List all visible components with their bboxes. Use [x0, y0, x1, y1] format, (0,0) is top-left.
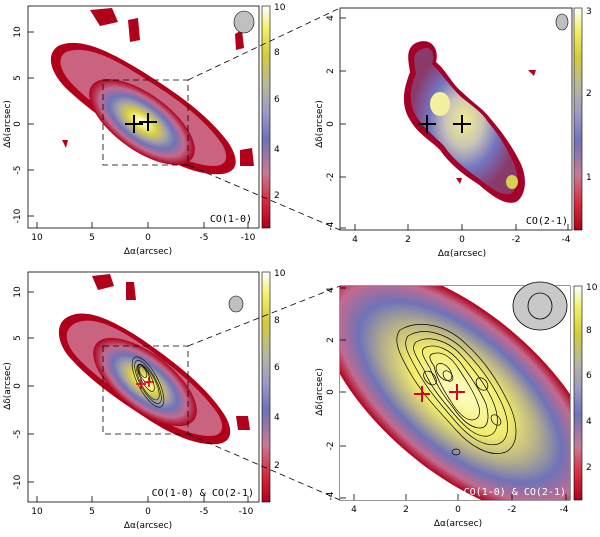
combined-zoom-xtick-2: 2 — [403, 505, 409, 515]
combined-wide-ylabel: Δδ(arcsec) — [3, 362, 13, 410]
combined-zoom-xtick-5: -4 — [560, 505, 569, 515]
co21-cbar-3: 1 — [586, 173, 592, 183]
co10-xtick-5: -10 — [241, 233, 256, 243]
combined-wide-ytick-3: 0 — [13, 383, 23, 389]
combined-wide-cbar-4: 4 — [274, 413, 280, 423]
combined-wide-xtick-2: 5 — [89, 507, 95, 517]
combined-wide-xtick-5: -10 — [239, 507, 254, 517]
co10-ylabel: Δδ(arcsec) — [3, 100, 13, 148]
combined-wide-cbar-2: 8 — [274, 316, 280, 326]
combined-zoom-cbar-2: 8 — [586, 326, 592, 336]
panel-co21: 4 2 0 -2 -4 4 2 0 -2 -4 Δα(arcsec) Δδ(ar… — [315, 7, 592, 259]
combined-zoom-ticks — [340, 287, 567, 500]
co10-cbar-1: 10 — [274, 3, 286, 13]
co10-label: CO(1-0) — [210, 214, 252, 225]
combined-wide-cbar-5: 2 — [274, 461, 280, 471]
combined-zoom-ytick-5: -4 — [326, 491, 336, 500]
co10-cbar-3: 6 — [274, 95, 280, 105]
combined-wide-xtick-1: 10 — [31, 507, 43, 517]
combined-wide-crosses-icon — [136, 377, 154, 389]
combined-wide-ytick-5: -10 — [13, 474, 23, 489]
co10-colorbar — [261, 5, 271, 229]
co21-ytick-1: 4 — [326, 15, 336, 21]
panel-co10: 10 5 0 -5 -10 10 5 0 -5 -10 Δα(arcsec) Δ… — [3, 3, 286, 257]
combined-zoom-contours — [396, 323, 517, 456]
co10-xlabel: Δα(arcsec) — [124, 247, 172, 257]
co21-cbar-2: 2 — [586, 89, 592, 99]
co10-ticks — [28, 31, 249, 228]
combined-wide-xtick-3: 0 — [145, 507, 151, 517]
combined-zoom-ytick-4: -2 — [326, 442, 336, 451]
combined-zoom-cbar-3: 6 — [586, 371, 592, 381]
combined-wide-zoom-box — [102, 345, 189, 435]
co10-cbar-4: 4 — [274, 145, 280, 155]
co21-beam-icon — [555, 13, 569, 31]
co10-xtick-1: 10 — [31, 233, 43, 243]
combined-zoom-ytick-1: 4 — [326, 287, 336, 293]
co21-cbar-1: 3 — [586, 7, 592, 17]
combined-wide-cbar-3: 6 — [274, 363, 280, 373]
co10-ytick-2: 5 — [13, 75, 23, 81]
co10-beam-icon — [233, 10, 255, 34]
combined-wide-label: CO(1-0) & CO(2-1) — [152, 488, 254, 499]
co21-colorbar — [573, 7, 583, 231]
co21-label: CO(2-1) — [526, 216, 568, 227]
combined-zoom-cbar-1: 10 — [586, 283, 598, 293]
co21-ytick-5: -4 — [326, 221, 336, 230]
combined-wide-ticks — [28, 291, 249, 502]
co10-ytick-1: 10 — [13, 26, 23, 38]
co10-ytick-3: 0 — [13, 121, 23, 127]
co21-xlabel: Δα(arcsec) — [438, 249, 486, 259]
combined-zoom-ytick-3: 0 — [326, 389, 336, 395]
combined-zoom-xtick-4: -2 — [508, 505, 517, 515]
zoom-connector-bottom-lower — [187, 433, 341, 501]
co10-xtick-2: 5 — [89, 233, 95, 243]
combined-zoom-xtick-1: 4 — [351, 505, 357, 515]
co21-xtick-5: -4 — [562, 235, 571, 245]
combined-zoom-xlabel: Δα(arcsec) — [434, 519, 482, 529]
zoom-connector-top-upper — [187, 7, 341, 81]
combined-zoom-label: CO(1-0) & CO(2-1) — [464, 487, 566, 498]
co21-emission — [403, 41, 536, 203]
co21-xtick-1: 4 — [352, 235, 358, 245]
combined-zoom-cbar-5: 2 — [586, 463, 592, 473]
co21-ticks — [340, 17, 569, 230]
combined-wide-beam-icon — [228, 295, 244, 313]
combined-wide-xtick-4: -5 — [200, 507, 209, 517]
co21-ylabel: Δδ(arcsec) — [315, 100, 325, 148]
co21-xtick-3: 0 — [459, 235, 465, 245]
combined-wide-colorbar — [261, 271, 271, 503]
co21-xtick-2: 2 — [405, 235, 411, 245]
combined-zoom-beam-inner-icon — [527, 292, 553, 320]
co10-xtick-3: 0 — [145, 233, 151, 243]
co10-cbar-2: 8 — [274, 48, 280, 58]
zoom-connector-bottom-upper — [187, 285, 341, 347]
panel-combined-zoom: 4 2 0 -2 -4 4 2 0 -2 -4 Δα(arcsec) Δδ(ar… — [315, 281, 598, 529]
zoom-connector-top-lower — [187, 164, 341, 231]
co21-ytick-2: 2 — [326, 68, 336, 74]
co10-xtick-4: -5 — [200, 233, 209, 243]
co21-crosses-icon — [418, 115, 471, 133]
co10-crosses-icon — [125, 113, 157, 133]
co21-ytick-4: -2 — [326, 173, 336, 182]
co21-xtick-4: -2 — [512, 235, 521, 245]
combined-zoom-colorbar — [573, 285, 583, 501]
co10-cbar-5: 2 — [274, 191, 280, 201]
co10-ytick-4: -5 — [13, 166, 23, 175]
combined-wide-cbar-1: 10 — [274, 269, 286, 279]
combined-wide-ytick-1: 10 — [13, 286, 23, 298]
combined-wide-ytick-2: 5 — [13, 335, 23, 341]
co21-ytick-3: 0 — [326, 121, 336, 127]
combined-zoom-xtick-3: 0 — [455, 505, 461, 515]
combined-zoom-ylabel: Δδ(arcsec) — [315, 368, 325, 416]
panel-combined-wide: 10 5 0 -5 -10 10 5 0 -5 -10 Δα(arcsec) Δ… — [3, 269, 286, 531]
co10-zoom-box — [102, 79, 189, 166]
co10-ytick-5: -10 — [13, 208, 23, 223]
combined-zoom-crosses-icon — [414, 384, 465, 402]
combined-zoom-ytick-2: 2 — [326, 337, 336, 343]
combined-zoom-cbar-4: 4 — [586, 417, 592, 427]
combined-wide-xlabel: Δα(arcsec) — [124, 521, 172, 531]
combined-wide-ytick-4: -5 — [13, 430, 23, 439]
